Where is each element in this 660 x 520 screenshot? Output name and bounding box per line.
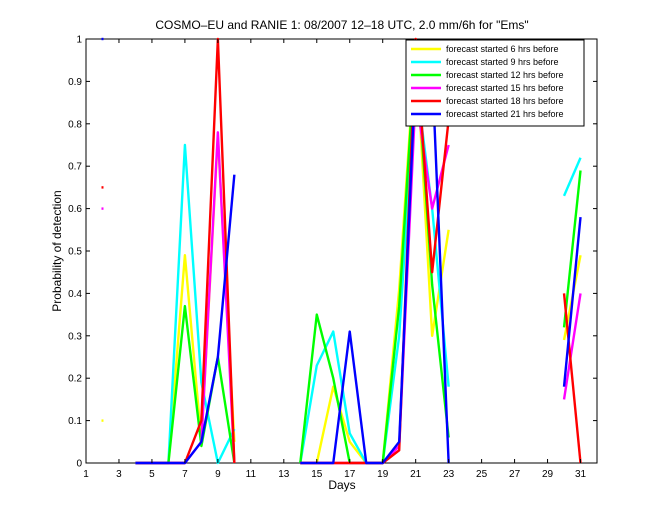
y-axis-label: Probability of detection (50, 190, 64, 311)
y-tick-label: 0.9 (68, 77, 82, 88)
y-tick-label: 0.8 (68, 119, 82, 130)
x-axis-label: Days (328, 478, 355, 492)
x-tick-label: 13 (278, 469, 290, 480)
y-tick-label: 1 (76, 35, 82, 46)
series-line (562, 216, 582, 387)
x-tick-label: 25 (476, 469, 488, 480)
x-tick-label: 7 (182, 469, 188, 480)
y-tick-label: 0.6 (68, 204, 82, 215)
x-tick-label: 1 (83, 469, 89, 480)
x-tick-label: 23 (443, 469, 455, 480)
y-tick-label: 0.4 (68, 289, 82, 300)
y-tick-label: 0 (76, 459, 82, 470)
series-line (562, 293, 582, 464)
legend-label: forecast started 21 hrs before (446, 109, 564, 119)
chart-title: COSMO–EU and RANIE 1: 08/2007 12–18 UTC,… (155, 18, 528, 32)
x-axis-ticks: 1 3 5 7 9 11 13 15 17 19 21 23 25 27 29 31 (83, 39, 587, 480)
series-line (562, 293, 582, 400)
legend-label: forecast started 12 hrs before (446, 70, 564, 80)
legend-box (405, 39, 585, 127)
series-line (562, 157, 582, 197)
x-tick-label: 27 (509, 469, 521, 480)
legend-label: forecast started 6 hrs before (446, 44, 559, 54)
legend-label: forecast started 15 hrs before (446, 83, 564, 93)
x-tick-label: 11 (246, 469, 257, 480)
x-tick-label: 29 (542, 469, 554, 480)
y-tick-label: 0.1 (68, 416, 82, 427)
y-axis-ticks: 0 0.1 0.2 0.3 0.4 0.5 0.6 0.7 0.8 0.9 1 (68, 35, 597, 470)
y-tick-label: 0.5 (68, 247, 82, 258)
legend-label: forecast started 18 hrs before (446, 96, 564, 106)
y-tick-label: 0.7 (68, 162, 82, 173)
x-tick-label: 9 (215, 469, 221, 480)
x-tick-label: 3 (116, 469, 122, 480)
x-tick-label: 31 (575, 469, 587, 480)
x-tick-label: 21 (410, 469, 422, 480)
legend-label: forecast started 9 hrs before (446, 57, 559, 67)
x-tick-label: 15 (311, 469, 323, 480)
series-line (562, 170, 582, 328)
x-tick-label: 5 (149, 469, 155, 480)
y-tick-label: 0.2 (68, 374, 82, 385)
x-tick-label: 17 (344, 469, 356, 480)
legend: forecast started 6 hrs before forecast st… (405, 39, 585, 127)
y-tick-label: 0.3 (68, 331, 82, 342)
x-tick-label: 19 (377, 469, 389, 480)
